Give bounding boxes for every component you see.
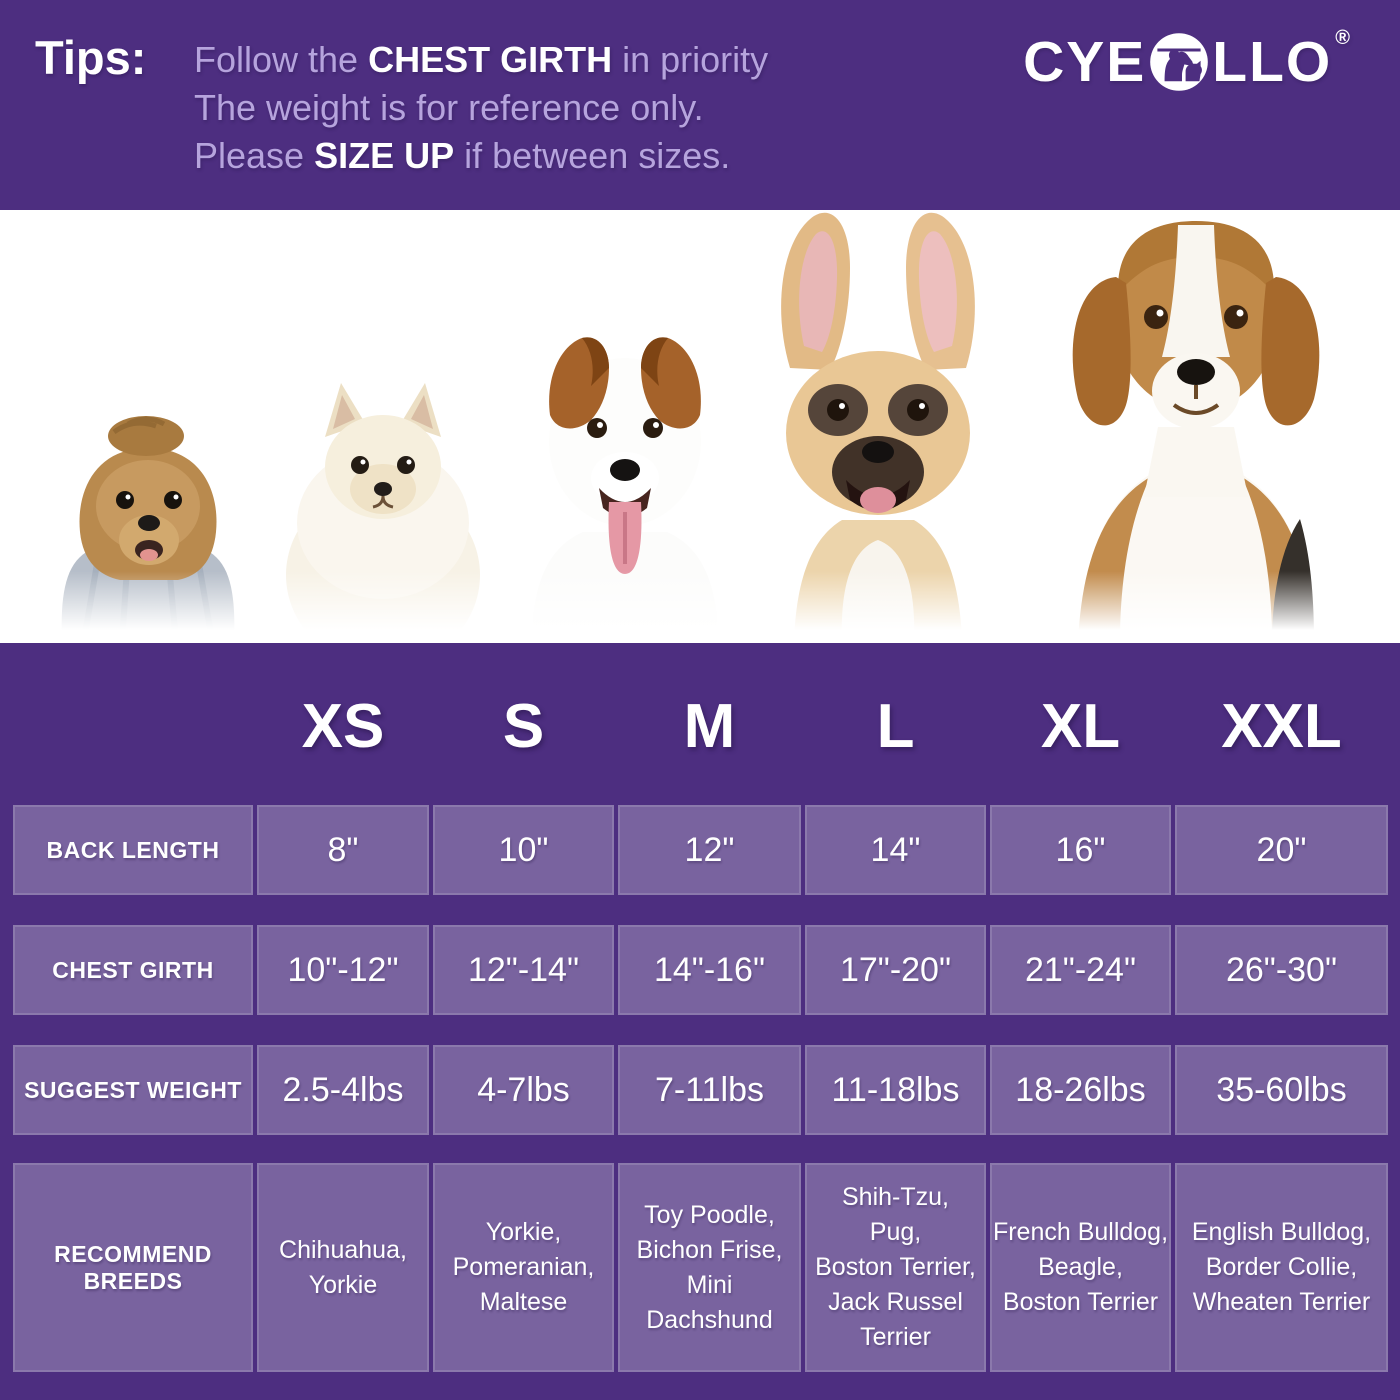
cell-suggest-weight-xs: 2.5-4lbs: [257, 1045, 429, 1135]
row-label-recommend-breeds: RECOMMEND BREEDS: [13, 1163, 253, 1372]
cell-back-length-xs: 8": [257, 805, 429, 895]
cell-suggest-weight-xl: 18-26lbs: [990, 1045, 1171, 1135]
table-row-recommend-breeds: RECOMMEND BREEDS Chihuahua, Yorkie Yorki…: [13, 1163, 1388, 1372]
cell-back-length-s: 10": [433, 805, 614, 895]
cell-recommend-breeds-xs: Chihuahua, Yorkie: [257, 1163, 429, 1372]
size-header-l: L: [876, 691, 915, 761]
cell-back-length-m: 12": [618, 805, 801, 895]
tips-line-3: Please SIZE UP if between sizes.: [194, 132, 768, 180]
yorkshire-terrier-photo: [61, 416, 235, 643]
cell-chest-girth-s: 12"-14": [433, 925, 614, 1015]
beagle-photo: [1072, 221, 1320, 643]
table-row-suggest-weight: SUGGEST WEIGHT 2.5-4lbs 4-7lbs 7-11lbs 1…: [13, 1045, 1388, 1135]
row-label-back-length: BACK LENGTH: [13, 805, 253, 895]
cell-back-length-xl: 16": [990, 805, 1171, 895]
cell-chest-girth-xl: 21"-24": [990, 925, 1171, 1015]
cell-suggest-weight-m: 7-11lbs: [618, 1045, 801, 1135]
size-header-s: S: [502, 691, 545, 761]
cell-suggest-weight-s: 4-7lbs: [433, 1045, 614, 1135]
tips-text: Follow the CHEST GIRTH in priority The w…: [194, 36, 768, 180]
french-bulldog-photo: [781, 212, 975, 643]
cell-chest-girth-xxl: 26"-30": [1175, 925, 1388, 1015]
dog-cat-circle-icon: [1150, 33, 1209, 91]
dog-photo-band: [0, 210, 1400, 643]
cell-back-length-l: 14": [805, 805, 986, 895]
cell-back-length-xxl: 20": [1175, 805, 1388, 895]
size-header-m: M: [683, 691, 736, 761]
tips-line-1-post: in priority: [612, 39, 769, 80]
size-header-row: XS S M L XL XXL: [13, 682, 1388, 770]
row-label-suggest-weight: SUGGEST WEIGHT: [13, 1045, 253, 1135]
cell-recommend-breeds-xxl: English Bulldog, Border Collie, Wheaten …: [1175, 1163, 1388, 1372]
brand-logo: CYE LLO ®: [1023, 28, 1350, 94]
tips-label: Tips:: [35, 31, 147, 84]
tips-line-3-bold: SIZE UP: [314, 135, 455, 176]
cell-suggest-weight-xxl: 35-60lbs: [1175, 1045, 1388, 1135]
tips-line-3-pre: Please: [194, 135, 315, 176]
pomeranian-photo: [286, 383, 480, 643]
cell-recommend-breeds-s: Yorkie, Pomeranian, Maltese: [433, 1163, 614, 1372]
cell-recommend-breeds-m: Toy Poodle, Bichon Frise, Mini Dachshund: [618, 1163, 801, 1372]
table-row-back-length: BACK LENGTH 8" 10" 12" 14" 16" 20": [13, 805, 1388, 895]
row-label-chest-girth: CHEST GIRTH: [13, 925, 253, 1015]
brand-name-prefix: CYE: [1023, 29, 1147, 94]
cell-chest-girth-m: 14"-16": [618, 925, 801, 1015]
tips-line-3-post: if between sizes.: [454, 135, 731, 176]
cell-recommend-breeds-l: Shih-Tzu, Pug, Boston Terrier, Jack Russ…: [805, 1163, 986, 1372]
tips-line-2: The weight is for reference only.: [194, 87, 704, 128]
size-header-xl: XL: [1040, 691, 1121, 761]
tips-line-1-pre: Follow the: [194, 39, 369, 80]
jack-russell-terrier-photo: [532, 337, 718, 643]
tips-line-1-bold: CHEST GIRTH: [368, 39, 613, 80]
cell-chest-girth-l: 17"-20": [805, 925, 986, 1015]
table-row-chest-girth: CHEST GIRTH 10"-12" 12"-14" 14"-16" 17"-…: [13, 925, 1388, 1015]
tips-line-1: Follow the CHEST GIRTH in priority: [194, 36, 768, 84]
size-header-xs: XS: [301, 691, 385, 761]
cell-recommend-breeds-xl: French Bulldog, Beagle, Boston Terrier: [990, 1163, 1171, 1372]
size-header-spacer: [13, 682, 253, 770]
cell-chest-girth-xs: 10"-12": [257, 925, 429, 1015]
cell-suggest-weight-l: 11-18lbs: [805, 1045, 986, 1135]
size-header-xxl: XXL: [1221, 691, 1342, 761]
registered-trademark: ®: [1335, 27, 1350, 49]
brand-name-suffix: LLO: [1212, 29, 1333, 94]
